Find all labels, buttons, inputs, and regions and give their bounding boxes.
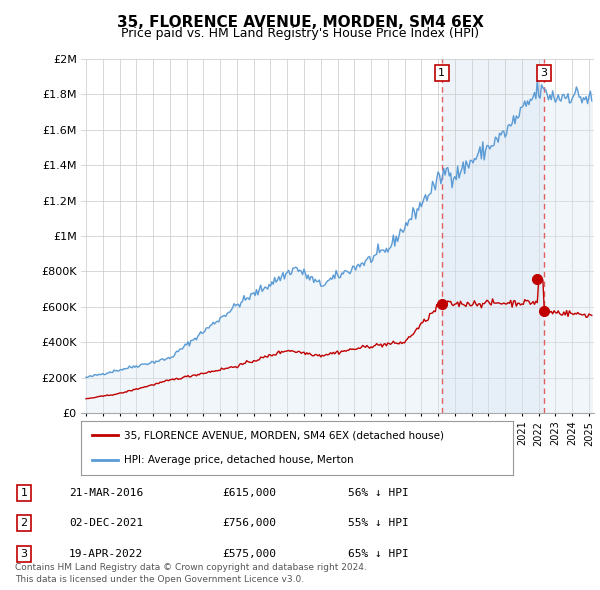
Text: 3: 3 [20, 549, 28, 559]
Text: £615,000: £615,000 [222, 488, 276, 497]
Text: £756,000: £756,000 [222, 519, 276, 528]
Text: 56% ↓ HPI: 56% ↓ HPI [348, 488, 409, 497]
Text: 65% ↓ HPI: 65% ↓ HPI [348, 549, 409, 559]
Text: Price paid vs. HM Land Registry's House Price Index (HPI): Price paid vs. HM Land Registry's House … [121, 27, 479, 40]
Text: 35, FLORENCE AVENUE, MORDEN, SM4 6EX: 35, FLORENCE AVENUE, MORDEN, SM4 6EX [116, 15, 484, 30]
Text: 19-APR-2022: 19-APR-2022 [69, 549, 143, 559]
Text: 1: 1 [20, 488, 28, 497]
Bar [442, 59, 544, 413]
Text: 02-DEC-2021: 02-DEC-2021 [69, 519, 143, 528]
Text: 3: 3 [540, 68, 547, 78]
Text: Contains HM Land Registry data © Crown copyright and database right 2024.: Contains HM Land Registry data © Crown c… [15, 563, 367, 572]
Text: 35, FLORENCE AVENUE, MORDEN, SM4 6EX (detached house): 35, FLORENCE AVENUE, MORDEN, SM4 6EX (de… [124, 430, 444, 440]
Text: 55% ↓ HPI: 55% ↓ HPI [348, 519, 409, 528]
Text: 1: 1 [438, 68, 445, 78]
Text: HPI: Average price, detached house, Merton: HPI: Average price, detached house, Mert… [124, 455, 354, 466]
Text: 21-MAR-2016: 21-MAR-2016 [69, 488, 143, 497]
Text: 2: 2 [20, 519, 28, 528]
Text: £575,000: £575,000 [222, 549, 276, 559]
Text: This data is licensed under the Open Government Licence v3.0.: This data is licensed under the Open Gov… [15, 575, 304, 584]
